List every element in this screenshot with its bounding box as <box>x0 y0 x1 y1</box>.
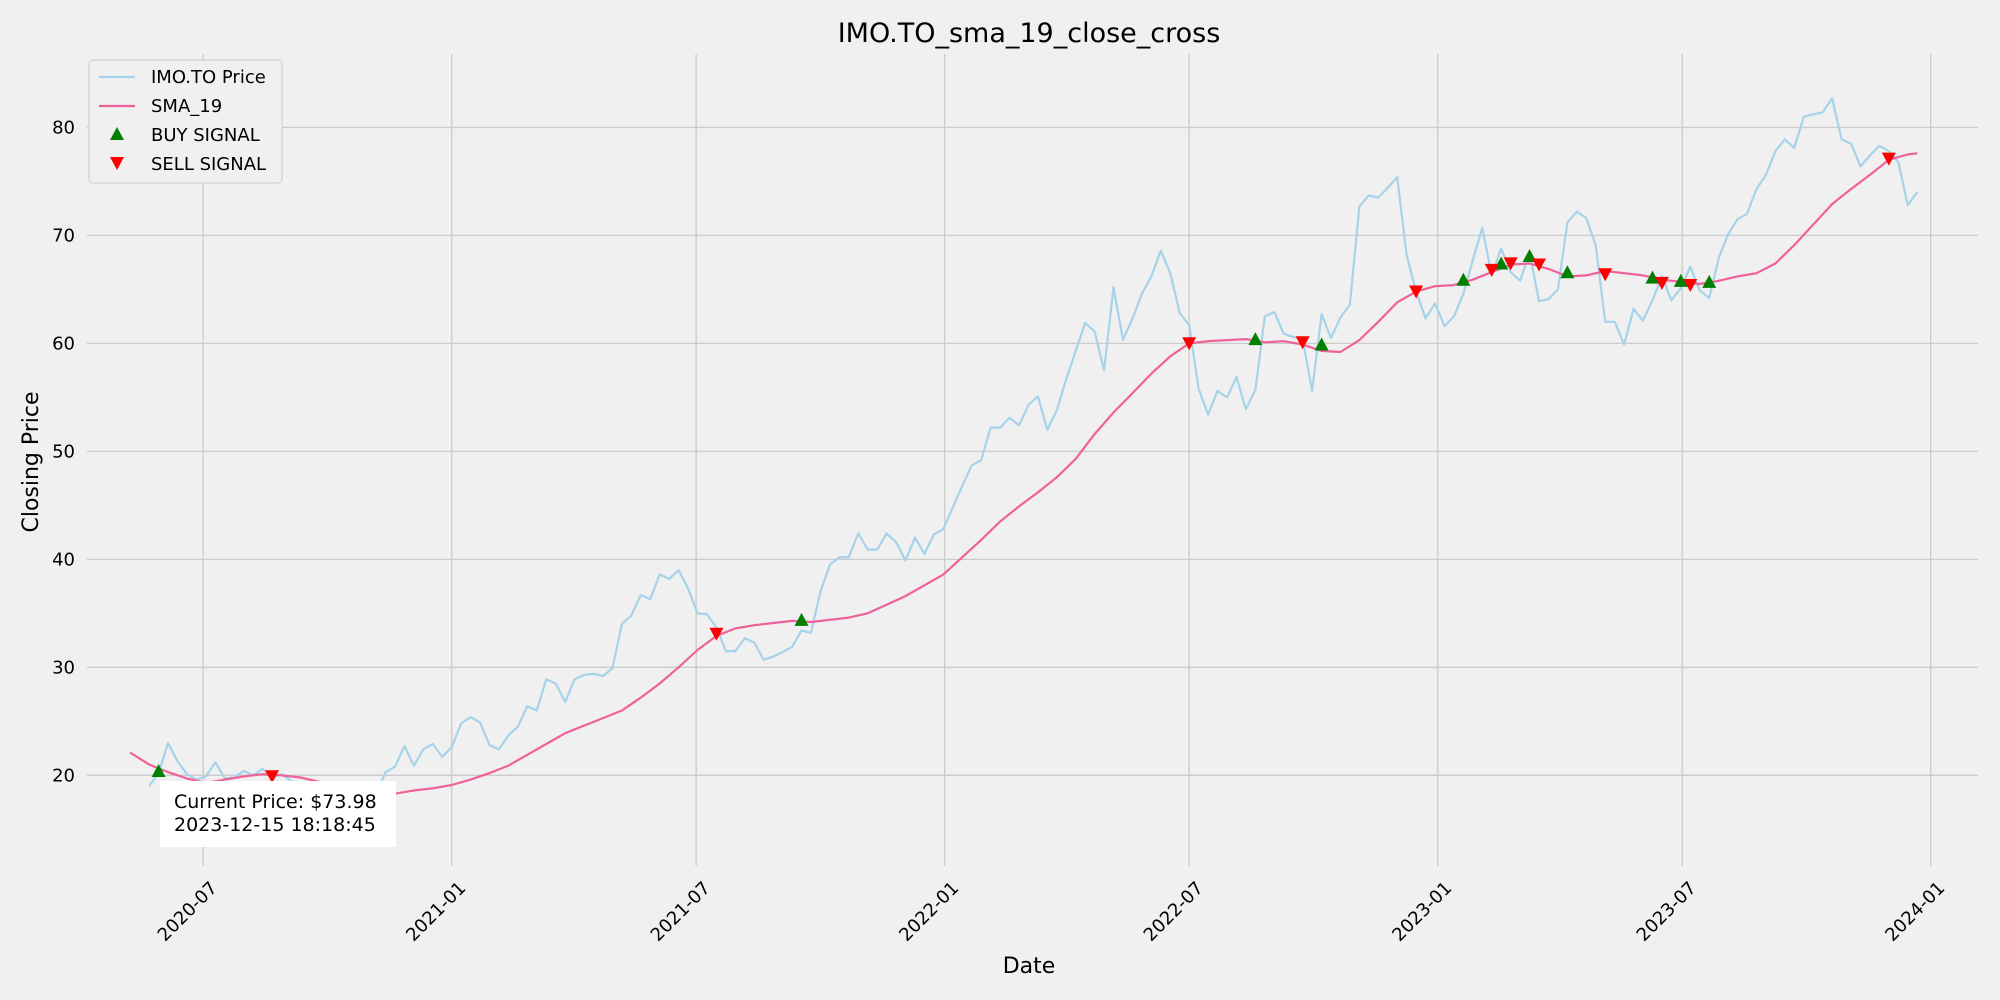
buy-signal-marker <box>1673 273 1688 287</box>
legend-sell-marker <box>110 157 124 170</box>
y-tick-label: 40 <box>52 549 75 570</box>
y-tick-label: 60 <box>52 333 75 354</box>
x-axis-label: Date <box>1003 954 1056 979</box>
signal-markers <box>151 152 1896 800</box>
sell-signal-marker <box>1881 152 1896 166</box>
sell-signal-marker <box>1598 268 1613 282</box>
buy-signal-marker <box>1494 256 1509 270</box>
price-line <box>148 97 1919 817</box>
sell-signal-marker <box>1654 276 1669 290</box>
y-tick-label: 20 <box>52 765 75 786</box>
y-tick-label: 80 <box>52 117 75 138</box>
sell-signal-marker <box>1182 337 1197 351</box>
buy-signal-marker <box>1248 332 1263 346</box>
legend-price-label: IMO.TO Price <box>151 67 266 88</box>
annotation-background <box>160 781 396 847</box>
annotation-timestamp: 2023-12-15 18:18:45 <box>174 814 376 836</box>
legend-buy-label: BUY SIGNAL <box>151 125 260 146</box>
buy-signal-marker <box>1645 270 1660 284</box>
buy-signal-marker <box>1560 265 1575 279</box>
sell-signal-marker <box>1683 278 1698 292</box>
legend-sma-label: SMA_19 <box>151 96 222 117</box>
legend-frame <box>88 59 283 184</box>
buy-signal-marker <box>151 764 166 778</box>
annotation-box: Current Price: $73.98 2023-12-15 18:18:4… <box>160 781 396 847</box>
annotation-price: Current Price: $73.98 <box>174 791 377 813</box>
sell-signal-marker <box>709 627 724 641</box>
sell-signal-marker <box>1484 263 1499 277</box>
sell-signal-marker <box>1532 258 1547 272</box>
y-tick-label: 30 <box>52 657 75 678</box>
y-axis-label: Closing Price <box>19 391 44 532</box>
buy-signal-marker <box>794 612 809 626</box>
y-tick-label: 70 <box>52 225 75 246</box>
sell-signal-marker <box>1503 257 1518 271</box>
grid <box>87 54 1978 866</box>
sell-signal-marker <box>1295 336 1310 350</box>
legend-buy-marker <box>110 127 124 140</box>
buy-signal-marker <box>1456 272 1471 286</box>
sma-line <box>129 152 1918 795</box>
sell-signal-marker <box>265 770 280 784</box>
sell-signal-marker <box>1409 285 1424 299</box>
legend: IMO.TO Price SMA_19 BUY SIGNAL SELL SIGN… <box>88 59 283 184</box>
buy-signal-marker <box>1314 337 1329 351</box>
chart-title: IMO.TO_sma_19_close_cross <box>838 18 1221 49</box>
y-ticks: 20 30 40 50 60 70 80 <box>52 117 75 786</box>
buy-signal-marker <box>1702 274 1717 288</box>
legend-sell-label: SELL SIGNAL <box>151 154 266 175</box>
y-tick-label: 50 <box>52 441 75 462</box>
